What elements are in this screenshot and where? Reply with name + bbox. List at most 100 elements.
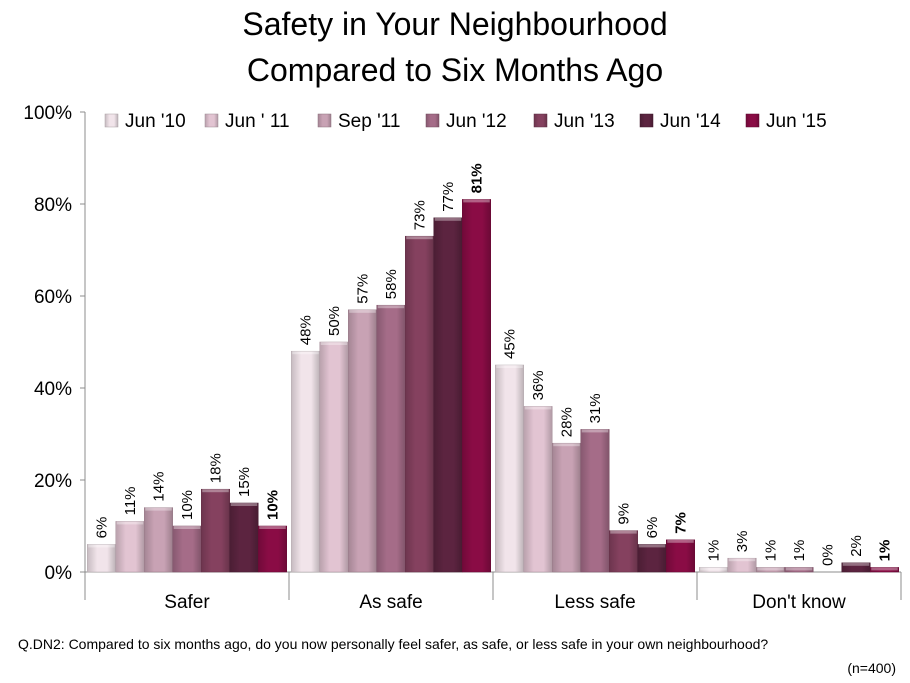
data-label: 77% bbox=[440, 182, 457, 212]
bar-highlight bbox=[116, 521, 144, 525]
x-category-label: Don't know bbox=[752, 592, 846, 613]
data-label: 6% bbox=[94, 517, 111, 539]
bar-highlight bbox=[728, 558, 756, 562]
bar-highlight bbox=[638, 544, 666, 548]
legend-entry: Jun '12 bbox=[446, 111, 507, 132]
y-tick-label: 40% bbox=[34, 379, 72, 400]
bar-highlight bbox=[785, 567, 813, 571]
data-label: 2% bbox=[848, 535, 865, 557]
bar bbox=[201, 488, 230, 573]
y-tick-label: 100% bbox=[23, 103, 72, 124]
bar bbox=[291, 350, 320, 573]
data-label: 0% bbox=[820, 544, 837, 566]
bar-highlight bbox=[434, 217, 462, 221]
bar-highlight bbox=[230, 503, 258, 506]
legend-swatch bbox=[425, 113, 440, 128]
legend-entry: Jun '10 bbox=[125, 111, 186, 132]
legend-swatch bbox=[204, 113, 219, 128]
bar bbox=[637, 544, 667, 573]
legend-swatch bbox=[317, 113, 332, 128]
data-label: 10% bbox=[179, 490, 196, 520]
bar-highlight bbox=[259, 526, 286, 529]
y-tick-label: 0% bbox=[45, 563, 73, 584]
data-label: 1% bbox=[763, 540, 780, 562]
bar-highlight bbox=[667, 539, 694, 543]
bar-highlight bbox=[463, 199, 490, 203]
bar bbox=[870, 567, 899, 573]
bar bbox=[115, 521, 145, 573]
bar bbox=[172, 525, 202, 573]
bar-highlight bbox=[871, 567, 898, 571]
y-tick-label: 80% bbox=[34, 195, 72, 216]
bar bbox=[348, 309, 377, 573]
bar bbox=[144, 507, 173, 573]
bar bbox=[666, 539, 695, 573]
bar bbox=[784, 567, 814, 573]
bar-highlight bbox=[406, 236, 433, 240]
data-label: 1% bbox=[706, 540, 723, 562]
bar-highlight bbox=[610, 530, 637, 534]
data-label: 1% bbox=[791, 540, 808, 562]
data-label: 14% bbox=[151, 472, 168, 502]
bar bbox=[376, 304, 406, 573]
data-label: 9% bbox=[616, 503, 633, 525]
legend-entry: Jun ' 11 bbox=[225, 111, 290, 132]
data-label: 36% bbox=[530, 370, 547, 400]
data-label: 45% bbox=[502, 329, 519, 359]
data-label: 3% bbox=[734, 531, 751, 553]
data-label: 50% bbox=[326, 306, 343, 336]
question-footnote: Q.DN2: Compared to six months ago, do yo… bbox=[18, 636, 769, 652]
data-label: 58% bbox=[383, 269, 400, 299]
data-label: 7% bbox=[673, 512, 690, 534]
legend-swatch bbox=[104, 113, 119, 128]
bar bbox=[462, 199, 491, 573]
data-label: 48% bbox=[298, 315, 315, 345]
bar-highlight bbox=[524, 406, 552, 410]
legend-entry: Jun '13 bbox=[554, 111, 615, 132]
data-label: 57% bbox=[355, 274, 372, 304]
legend-swatch bbox=[533, 113, 548, 128]
data-label: 28% bbox=[559, 407, 576, 437]
data-label: 81% bbox=[469, 163, 486, 193]
bar-highlight bbox=[292, 351, 319, 355]
bar-highlight bbox=[581, 429, 609, 433]
bar bbox=[552, 442, 581, 573]
bar bbox=[609, 530, 638, 573]
bar-highlight bbox=[553, 443, 580, 447]
bar bbox=[405, 235, 434, 573]
bar-highlight bbox=[173, 526, 201, 529]
bar bbox=[727, 557, 757, 573]
legend-entry: Jun '15 bbox=[766, 111, 827, 132]
chart-title-line-2: Compared to Six Months Ago bbox=[246, 52, 664, 88]
chart-title-line-1: Safety in Your Neighbourhood bbox=[242, 6, 668, 42]
bar bbox=[87, 544, 116, 573]
bar-highlight bbox=[700, 567, 727, 571]
data-label: 6% bbox=[644, 517, 661, 539]
legend-entry: Jun '14 bbox=[660, 111, 721, 132]
x-category-label: Less safe bbox=[554, 592, 635, 613]
x-category-label: As safe bbox=[359, 592, 422, 613]
bar-highlight bbox=[202, 489, 229, 493]
bar bbox=[229, 502, 259, 573]
data-label: 31% bbox=[587, 393, 604, 423]
bar-highlight bbox=[757, 567, 784, 571]
bar-highlight bbox=[349, 309, 376, 313]
bar-highlight bbox=[320, 342, 348, 345]
bar-highlight bbox=[88, 544, 115, 548]
data-label: 73% bbox=[412, 200, 429, 230]
x-category-label: Safer bbox=[164, 592, 210, 613]
y-tick-label: 20% bbox=[34, 471, 72, 492]
bar-highlight bbox=[145, 507, 172, 511]
sample-size-note: (n=400) bbox=[847, 660, 896, 676]
data-label: 10% bbox=[265, 490, 282, 520]
legend-swatch bbox=[639, 113, 654, 128]
legend-entry: Sep '11 bbox=[338, 111, 400, 132]
bar bbox=[319, 341, 349, 573]
data-label: 1% bbox=[877, 540, 894, 562]
legend-swatch bbox=[745, 113, 760, 128]
data-label: 15% bbox=[236, 467, 253, 497]
data-label: 18% bbox=[208, 453, 225, 483]
bar-highlight bbox=[377, 305, 405, 309]
